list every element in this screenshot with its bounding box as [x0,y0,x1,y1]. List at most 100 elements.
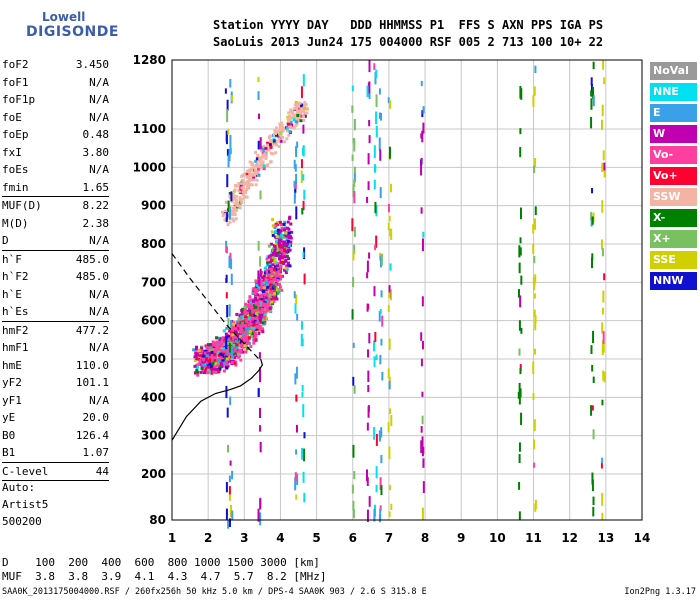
echo-point [299,119,303,123]
echo-point [242,183,246,187]
echo-point [245,186,249,190]
echo-point [256,298,260,302]
logo-text-lowell: Lowell [42,10,86,24]
echo-point [257,285,261,289]
param-value: 0.48 [82,128,110,141]
legend-item: W [650,125,697,143]
echo-point [254,300,258,304]
echo-point [230,273,233,286]
y-tick-label: 700 [141,275,166,289]
echo-point [239,358,243,362]
echo-point [192,348,196,352]
echo-point [532,361,535,375]
echo-point [302,147,305,155]
echo-point [280,256,284,260]
echo-point [195,345,199,349]
echo-point [249,304,253,308]
echo-point [533,309,536,318]
echo-point [255,308,259,312]
echo-point [286,240,290,244]
echo-point [256,311,260,315]
echo-point [236,352,240,356]
header-values: SaoLuis 2013 Jun24 175 004000 RSF 005 2 … [213,35,604,49]
echo-point [197,349,201,353]
echo-point [268,143,272,147]
echo-point [351,484,354,494]
echo-point [265,279,269,283]
param-name: foEs [2,163,29,176]
echo-point [238,196,242,200]
param-name: foEp [2,128,29,141]
auto-line: 500200 [2,515,42,528]
echo-point [248,174,252,178]
echo-point [213,352,217,356]
echo-point [244,181,248,185]
echo-point [261,327,265,331]
echo-point [270,292,274,296]
echo-point [211,364,215,368]
echo-point [534,348,537,355]
echo-point [295,104,299,108]
echo-point [278,231,282,235]
echo-point [254,314,258,318]
echo-point [257,140,260,150]
param-name: foF1p [2,93,36,106]
echo-point [258,277,261,287]
echo-point [283,226,287,230]
echo-point [532,95,535,107]
echo-point [204,353,208,357]
echo-point [280,252,284,256]
profile-dashed-curve [171,253,262,362]
echo-point [265,299,269,303]
echo-point [277,269,281,273]
echo-point [268,299,272,303]
echo-point [247,183,251,187]
echo-point [375,484,378,493]
param-value: 8.22 [82,199,110,212]
echo-point [532,243,535,254]
echo-point [601,104,604,117]
echo-point [209,358,213,362]
echo-point [518,382,521,396]
echo-point [283,255,287,259]
echo-point [592,95,595,107]
echo-point [271,143,275,147]
echo-point [289,125,293,129]
legend-item: X- [650,209,697,227]
echo-point [421,340,424,350]
echo-point [533,282,536,291]
echo-point [220,338,224,342]
echo-point [245,171,249,175]
echo-point [422,231,425,238]
echo-point [248,171,252,175]
echo-point [293,194,296,204]
echo-point [213,365,217,369]
echo-point [243,344,247,348]
echo-point [295,146,298,154]
echo-point [269,145,273,149]
echo-point [261,153,265,157]
echo-point [271,272,275,276]
param-name: fmin [2,180,29,194]
auto-line: Artist5 [2,498,49,511]
echo-point [254,305,258,309]
echo-point [269,160,273,164]
plot-frame [171,59,643,521]
echo-point [351,218,354,232]
echo-point [603,162,606,171]
echo-point [252,178,256,182]
echo-point [294,477,297,491]
echo-point [375,354,378,360]
echo-point [208,355,212,359]
echo-point [208,367,212,371]
echo-point [269,269,273,273]
echo-point [219,352,223,356]
echo-point [302,74,305,87]
echo-point [278,235,282,239]
echo-point [274,261,278,265]
echo-point [295,173,298,185]
echo-point [204,365,208,369]
echo-point [273,244,277,248]
echo-point [253,331,257,335]
echo-point [259,190,262,200]
